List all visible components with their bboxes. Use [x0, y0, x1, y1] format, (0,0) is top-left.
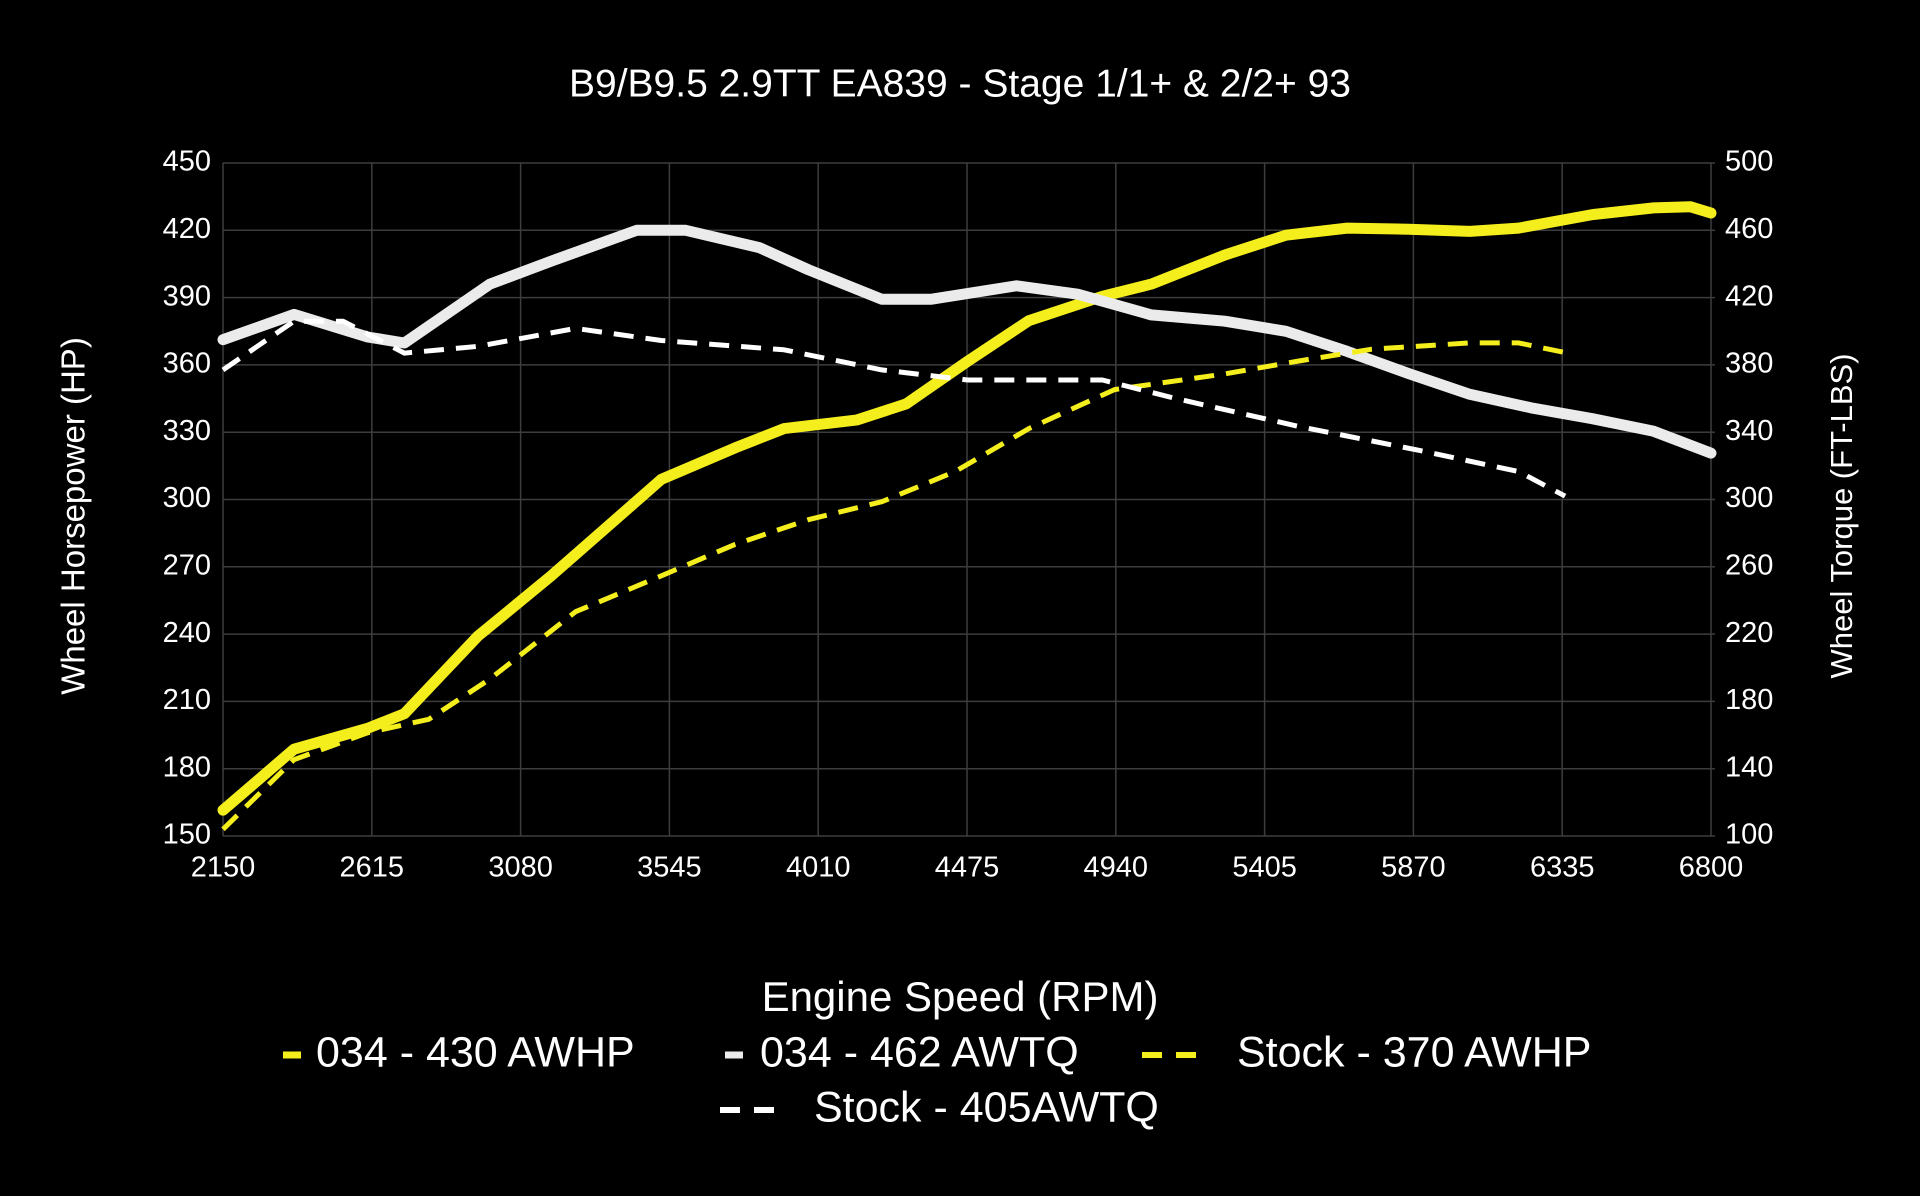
y-tick-label: 390 — [163, 280, 211, 312]
y-tick-label: 270 — [163, 549, 211, 581]
legend-item: 034 - 430 AWHP — [283, 1028, 635, 1076]
legend-item: Stock - 405AWTQ — [720, 1083, 1159, 1131]
y2-axis-label: Wheel Torque (FT-LBS) — [1824, 353, 1859, 678]
y2-tick-label: 180 — [1725, 684, 1773, 716]
y-tick-label: 360 — [163, 348, 211, 380]
y2-tick-label: 380 — [1725, 348, 1773, 380]
y-tick-label: 210 — [163, 684, 211, 716]
series-line — [217, 201, 1717, 816]
x-axis-label: Engine Speed (RPM) — [762, 973, 1159, 1020]
x-tick-label: 5870 — [1381, 852, 1446, 884]
y2-tick-label: 300 — [1725, 482, 1773, 514]
x-tick-label: 6335 — [1530, 852, 1595, 884]
x-tick-label: 2150 — [191, 852, 256, 884]
x-tick-label: 4475 — [935, 852, 1000, 884]
y2-tick-label: 260 — [1725, 549, 1773, 581]
legend-item: 034 - 462 AWTQ — [725, 1028, 1079, 1076]
x-tick-label: 4940 — [1084, 852, 1149, 884]
legend-label: 034 - 430 AWHP — [316, 1028, 635, 1076]
series-line — [217, 224, 1717, 459]
x-tick-label: 6800 — [1679, 852, 1744, 884]
y2-tick-label: 420 — [1725, 280, 1773, 312]
x-tick-label: 3545 — [637, 852, 702, 884]
legend-label: 034 - 462 AWTQ — [760, 1028, 1079, 1076]
legend-label: Stock - 370 AWHP — [1237, 1028, 1591, 1076]
x-tick-label: 3080 — [488, 852, 553, 884]
y-tick-label: 330 — [163, 415, 211, 447]
y-tick-label: 150 — [163, 819, 211, 851]
y-axis-label: Wheel Horsepower (HP) — [55, 337, 92, 695]
y2-tick-label: 220 — [1725, 617, 1773, 649]
y-tick-label: 450 — [163, 146, 211, 178]
x-tick-label: 2615 — [340, 852, 405, 884]
x-tick-label: 4010 — [786, 852, 851, 884]
y-tick-label: 240 — [163, 617, 211, 649]
y2-tick-label: 460 — [1725, 213, 1773, 245]
series-line — [221, 340, 1566, 832]
y2-tick-label: 100 — [1725, 819, 1773, 851]
legend-item: Stock - 370 AWHP — [1142, 1028, 1591, 1076]
y-tick-label: 180 — [163, 751, 211, 783]
y-tick-label: 420 — [163, 213, 211, 245]
chart-title: B9/B9.5 2.9TT EA839 - Stage 1/1+ & 2/2+ … — [569, 62, 1351, 105]
series-line — [221, 318, 1567, 499]
x-tick-label: 5405 — [1232, 852, 1297, 884]
legend-label: Stock - 405AWTQ — [814, 1083, 1159, 1131]
y2-tick-label: 500 — [1725, 146, 1773, 178]
y2-tick-label: 340 — [1725, 415, 1773, 447]
y-tick-label: 300 — [163, 482, 211, 514]
y2-tick-label: 140 — [1725, 751, 1773, 783]
